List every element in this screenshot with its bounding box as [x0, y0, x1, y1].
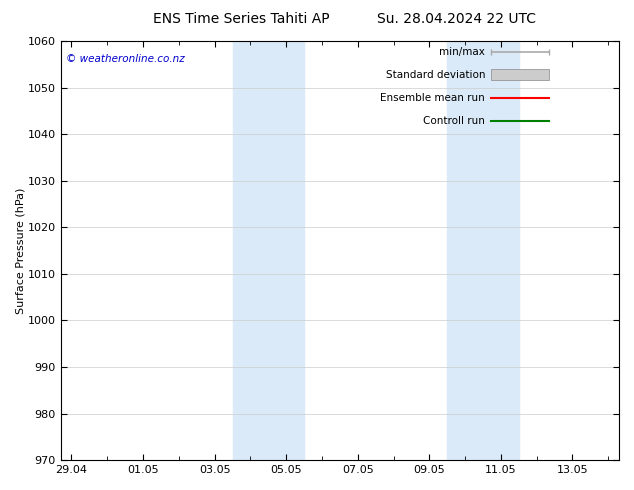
Text: Controll run: Controll run — [423, 116, 485, 125]
Y-axis label: Surface Pressure (hPa): Surface Pressure (hPa) — [15, 187, 25, 314]
Text: ENS Time Series Tahiti AP: ENS Time Series Tahiti AP — [153, 12, 329, 26]
Text: Su. 28.04.2024 22 UTC: Su. 28.04.2024 22 UTC — [377, 12, 536, 26]
Title: ENS Time Series Tahiti AP    Su. 28.04.2024 22 UTC: ENS Time Series Tahiti AP Su. 28.04.2024… — [0, 489, 1, 490]
Text: min/max: min/max — [439, 47, 485, 56]
Bar — [491, 70, 549, 80]
Text: © weatheronline.co.nz: © weatheronline.co.nz — [67, 53, 185, 64]
Text: Ensemble mean run: Ensemble mean run — [380, 93, 485, 102]
Bar — [447, 41, 519, 460]
Text: Standard deviation: Standard deviation — [385, 70, 485, 79]
Bar — [233, 41, 304, 460]
